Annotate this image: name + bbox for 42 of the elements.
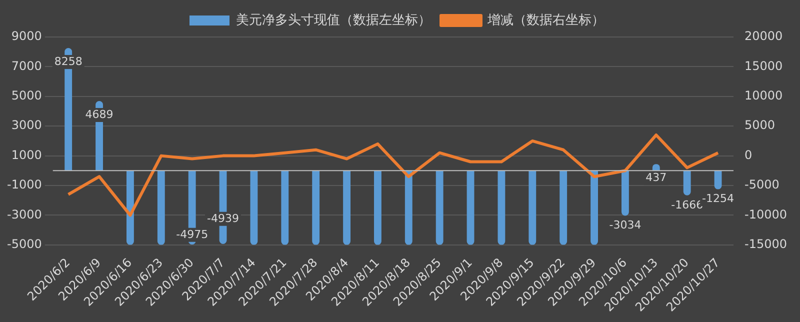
data-label: -4939 [207,212,240,225]
bar [157,170,165,245]
y-tick-label: -3000 [6,207,42,222]
bar [436,170,444,245]
legend-label: 美元净多头寸现值（数据左坐标） [236,12,431,28]
y-tick-label: 7000 [11,58,42,73]
data-label: 4689 [85,108,114,121]
data-label: 8258 [54,54,82,68]
y2-tick-label: 5000 [744,118,776,132]
bar [126,170,134,245]
data-label: -4975 [176,228,208,241]
y-tick-label: -1000 [6,178,42,192]
y2-tick-label: -15000 [744,237,788,252]
bar [560,170,568,245]
legend-label: 增减（数据右坐标） [486,12,604,28]
bar [683,170,691,196]
y2-tick-label: 15000 [744,58,783,73]
y2-tick-label: 0 [744,148,752,162]
bar [622,170,629,216]
y-tick-label: 1000 [11,148,42,162]
y-tick-label: 3000 [11,118,42,132]
bar [590,170,598,245]
y-tick-label: 5000 [11,88,42,103]
y2-tick-label: 20000 [744,29,783,44]
y-tick-label: -5000 [6,237,42,252]
data-label: -1254 [702,192,734,206]
bar [528,170,536,245]
bar [312,170,320,245]
y-tick-label: 9000 [11,29,42,44]
y2-tick-label: -10000 [744,207,788,222]
bar [343,170,350,245]
bar [404,170,412,245]
data-label: 437 [646,171,667,184]
bar [374,170,382,245]
bar [250,170,258,245]
y2-tick-label: -5000 [744,178,780,192]
data-label: -3034 [609,218,642,232]
bar [714,170,722,190]
bar [281,170,289,245]
bar [466,170,474,245]
y2-tick-label: 10000 [744,88,783,103]
bar [498,170,506,245]
